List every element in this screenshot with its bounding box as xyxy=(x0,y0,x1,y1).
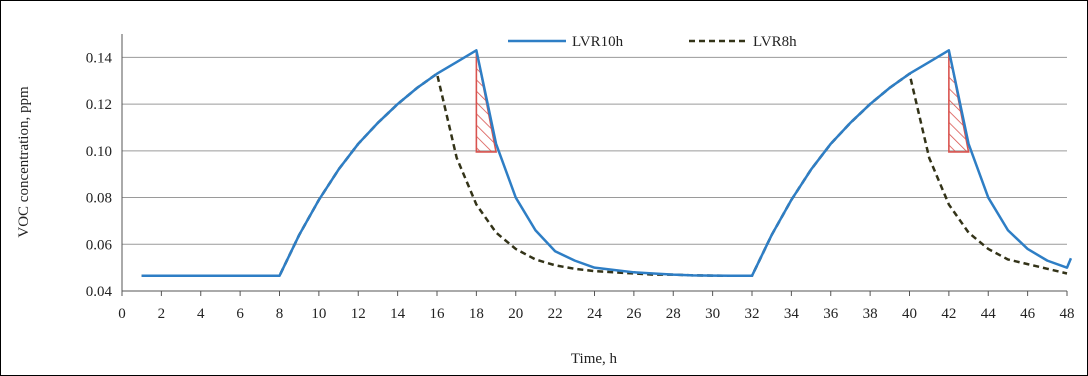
y-tick-label: 0.06 xyxy=(86,237,113,253)
x-tick-label: 42 xyxy=(941,306,956,322)
x-tick-label: 46 xyxy=(1020,306,1036,322)
y-tick-label: 0.12 xyxy=(86,97,112,113)
gridlines xyxy=(122,56,1067,245)
x-axis-label: Time, h xyxy=(571,351,618,367)
x-tick-label: 24 xyxy=(587,306,603,322)
series-lines xyxy=(141,49,1073,278)
y-tick-label: 0.04 xyxy=(86,284,113,300)
x-tick-label: 0 xyxy=(118,306,126,322)
x-tick-label: 14 xyxy=(390,306,406,322)
y-axis-label: VOC concentration, ppm xyxy=(16,86,32,238)
axes xyxy=(121,34,1068,296)
x-tick-label: 18 xyxy=(469,306,484,322)
x-tick-label: 30 xyxy=(705,306,720,322)
y-tick-label: 0.10 xyxy=(86,144,112,160)
x-tick-label: 40 xyxy=(902,306,917,322)
shaded-regions xyxy=(475,50,970,153)
x-tick-label: 12 xyxy=(351,306,366,322)
x-tick-label: 2 xyxy=(158,306,166,322)
series-line-lvr10h xyxy=(141,49,1073,278)
x-tick-label: 26 xyxy=(626,306,642,322)
legend-label-lvr8h: LVR8h xyxy=(753,34,797,50)
legend: LVR10h LVR8h xyxy=(508,34,797,50)
x-tick-label: 10 xyxy=(311,306,326,322)
y-tick-label: 0.08 xyxy=(86,191,112,207)
x-tick-label: 28 xyxy=(666,306,681,322)
x-tick-label: 16 xyxy=(430,306,446,322)
x-tick-label: 36 xyxy=(823,306,839,322)
x-tick-label: 32 xyxy=(745,306,760,322)
x-tick-label: 6 xyxy=(236,306,244,322)
x-tick-label: 4 xyxy=(197,306,205,322)
x-tick-label: 22 xyxy=(548,306,563,322)
x-tick-label: 48 xyxy=(1060,306,1075,322)
x-tick-label: 34 xyxy=(784,306,800,322)
x-tick-label: 8 xyxy=(276,306,284,322)
y-tick-label: 0.14 xyxy=(86,50,113,66)
legend-label-lvr10h: LVR10h xyxy=(572,34,624,50)
tick-labels: 0.040.060.080.100.120.140 2 4 6 8 10 12 14 16 18 2… xyxy=(86,50,1075,322)
x-tick-label: 44 xyxy=(981,306,997,322)
x-tick-label: 38 xyxy=(863,306,878,322)
x-tick-label: 20 xyxy=(508,306,523,322)
